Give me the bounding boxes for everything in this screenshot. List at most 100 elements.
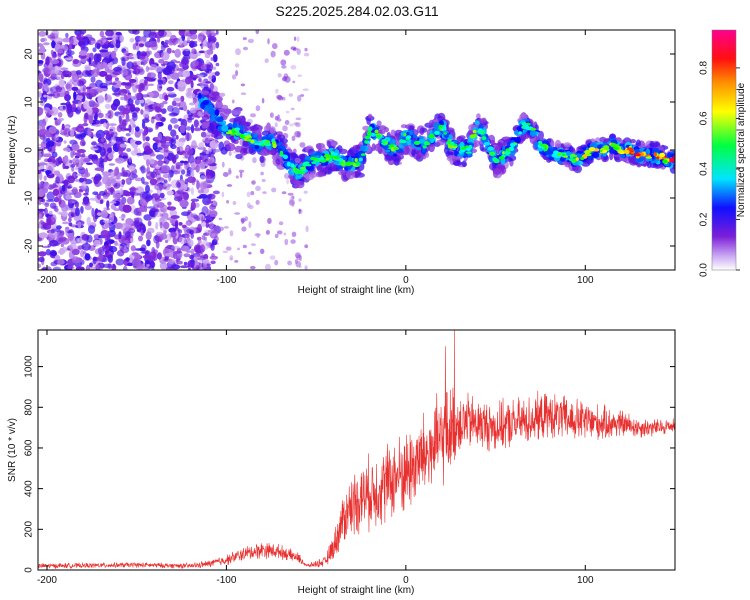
noise-cell [262, 191, 267, 194]
noise-cell [120, 243, 127, 247]
noise-cell [48, 126, 57, 134]
noise-cell [256, 233, 260, 239]
noise-cell [153, 235, 160, 244]
noise-cell [190, 198, 200, 202]
ridge-envelope-cell [315, 171, 325, 178]
noise-cell [298, 198, 302, 202]
noise-cell [163, 136, 172, 142]
noise-cell [276, 230, 283, 235]
ridge-peak-cell [448, 146, 454, 149]
noise-cell [129, 254, 133, 262]
noise-cell [201, 216, 204, 223]
noise-cell [115, 176, 121, 180]
noise-cell [184, 178, 189, 185]
noise-cell [287, 192, 294, 196]
noise-cell [187, 267, 191, 270]
noise-cell [63, 179, 69, 187]
noise-cell [51, 214, 57, 223]
noise-cell [235, 70, 239, 76]
noise-cell [55, 176, 60, 184]
spectrogram-x-tick-label: -200 [37, 275, 57, 286]
noise-cell [57, 49, 62, 54]
noise-cell [226, 184, 233, 187]
noise-cell [149, 210, 156, 218]
noise-cell [182, 40, 188, 47]
noise-cell [66, 185, 73, 189]
noise-cell [196, 196, 204, 199]
noise-cell [151, 265, 155, 270]
noise-cell [71, 256, 80, 264]
noise-cell [174, 48, 181, 58]
noise-cell [38, 107, 44, 116]
ridge-peak-cell [588, 147, 596, 151]
noise-cell [82, 158, 91, 163]
noise-cell [112, 92, 121, 96]
noise-cell [290, 46, 297, 50]
noise-cell [77, 101, 82, 108]
noise-cell [140, 109, 144, 115]
noise-cell [164, 179, 168, 184]
ridge-envelope-cell [649, 140, 655, 150]
noise-cell [57, 112, 63, 118]
noise-cell [199, 182, 207, 190]
noise-cell [164, 239, 169, 244]
ridge-peak-cell [243, 132, 249, 136]
noise-cell [289, 123, 294, 127]
ridge-peak-cell [521, 125, 526, 129]
noise-cell [293, 36, 297, 41]
noise-cell [138, 68, 145, 75]
ridge-peak-cell [619, 151, 626, 155]
ridge-peak-cell [314, 158, 321, 163]
ridge-peak-cell [381, 139, 387, 144]
noise-cell [38, 169, 42, 175]
noise-cell [119, 188, 124, 196]
noise-cell [159, 216, 165, 224]
noise-cell [210, 30, 215, 35]
noise-cell [178, 30, 185, 36]
noise-cell [283, 49, 290, 56]
noise-cell [206, 212, 210, 216]
noise-cell [298, 208, 301, 215]
noise-cell [203, 50, 208, 55]
noise-cell [145, 136, 150, 142]
noise-cell [76, 173, 82, 177]
noise-cell [265, 230, 270, 235]
noise-cell [109, 128, 114, 132]
noise-cell [90, 221, 96, 226]
noise-cell [52, 91, 61, 99]
noise-cell [108, 163, 116, 166]
noise-cell [65, 83, 71, 90]
noise-cell [89, 262, 93, 268]
noise-cell [197, 111, 202, 117]
noise-cell [218, 92, 226, 97]
ridge-envelope-cell [215, 96, 223, 102]
ridge-peak-cell [483, 142, 491, 146]
noise-cell [145, 184, 150, 193]
noise-cell [242, 244, 247, 249]
noise-cell [297, 95, 302, 102]
noise-cell [154, 106, 161, 113]
colorbar-ticks: 0.0 0.2 0.4 0.6 0.8 [699, 61, 740, 277]
noise-cell [170, 129, 177, 137]
noise-cell [94, 215, 99, 220]
noise-cell [176, 146, 180, 154]
noise-cell [113, 172, 124, 177]
noise-cell [222, 172, 229, 177]
noise-cell [147, 72, 152, 79]
noise-cell [66, 266, 75, 270]
noise-cell [40, 252, 46, 255]
noise-cell [166, 249, 174, 253]
noise-cell [104, 222, 113, 229]
ridge-core-cell [591, 151, 600, 158]
spectrogram-y-ticks: -20 -10 0 10 20 [24, 48, 675, 253]
noise-cell [168, 112, 178, 117]
noise-cell [47, 237, 54, 241]
noise-cell [107, 42, 112, 47]
noise-cell [170, 231, 177, 238]
noise-cell [197, 239, 202, 244]
noise-cell [207, 147, 212, 153]
noise-cell [134, 217, 143, 224]
noise-cell [198, 78, 202, 83]
noise-cell [58, 196, 62, 205]
ridge-peak-cell [236, 132, 242, 136]
